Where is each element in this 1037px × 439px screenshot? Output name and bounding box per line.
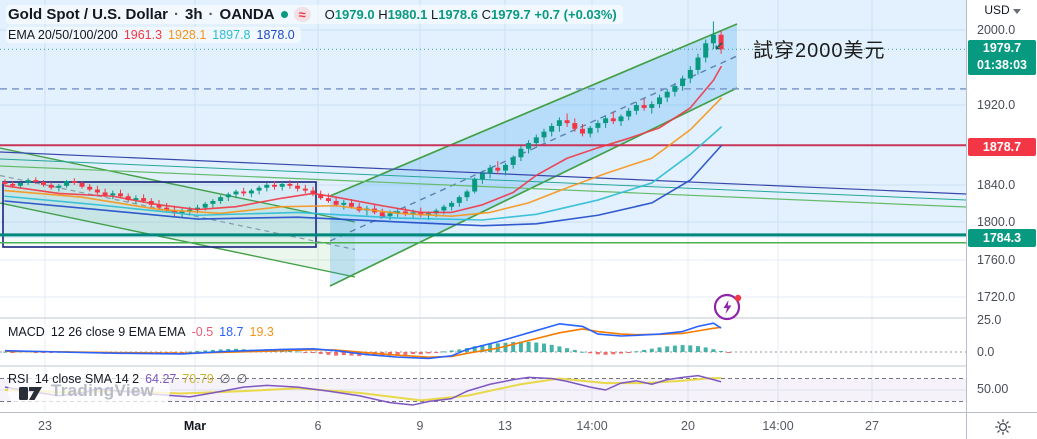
chart-settings-corner[interactable] bbox=[966, 413, 1037, 439]
watermark-text: TradingView bbox=[51, 381, 155, 400]
axis-time-label: 27 bbox=[865, 419, 879, 433]
macd-params: 12 26 close 9 EMA EMA bbox=[50, 325, 186, 339]
ohlc-values: O1979.0 H1980.1 L1978.6 C1979.7 +0.7 (+0… bbox=[325, 7, 617, 22]
symbol-title[interactable]: Gold Spot / U.S. Dollar bbox=[8, 6, 169, 23]
arrow-annotation-icon[interactable]: ↙ bbox=[714, 39, 725, 53]
legend-separator: · bbox=[174, 6, 180, 23]
axis-price-label: 1720.0 bbox=[977, 290, 1016, 304]
ema100-value: 1897.8 bbox=[212, 28, 251, 42]
candlestick-series bbox=[2, 21, 724, 220]
axis-price-label: 2000.0 bbox=[977, 23, 1016, 37]
rsi-params: 14 close SMA 14 2 bbox=[34, 371, 140, 386]
high-value: 1980.1 bbox=[387, 7, 428, 22]
axis-price-label: 1840.0 bbox=[977, 178, 1016, 192]
change-value: +0.7 (+0.03%) bbox=[534, 7, 617, 22]
high-label: H bbox=[378, 7, 388, 22]
current-price-value: 1979.7 bbox=[982, 41, 1022, 55]
open-value: 1979.0 bbox=[334, 7, 375, 22]
ema200-value: 1878.0 bbox=[256, 28, 295, 42]
close-label: C bbox=[481, 7, 491, 22]
chevron-down-icon bbox=[1012, 9, 1021, 14]
ema-label: EMA 20/50/100/200 bbox=[8, 28, 118, 42]
rsi-upper-band-value: ∅ bbox=[219, 372, 231, 386]
axis-time-label: 13 bbox=[498, 419, 512, 433]
rsi-legend[interactable]: RSI 14 close SMA 14 2 64.27 70.79 ∅ ∅ bbox=[6, 370, 253, 387]
flash-idea-icon[interactable] bbox=[711, 290, 745, 324]
low-value: 1978.6 bbox=[438, 7, 478, 22]
macd-legend[interactable]: MACD 12 26 close 9 EMA EMA -0.5 18.7 19.… bbox=[6, 324, 280, 340]
axis-time-label: 23 bbox=[38, 419, 52, 433]
ema50-value: 1928.1 bbox=[168, 28, 207, 42]
approx-data-icon[interactable]: ≈ bbox=[293, 7, 311, 22]
close-value: 1979.7 bbox=[490, 7, 531, 22]
trendlines bbox=[0, 151, 966, 208]
pane-separators bbox=[0, 317, 966, 367]
axis-time-label: Mar bbox=[183, 419, 207, 433]
currency-label: USD bbox=[984, 3, 1010, 17]
macd-label: MACD bbox=[8, 325, 45, 339]
resistance-price-badge: 1878.7 bbox=[968, 138, 1036, 156]
axis-price-label: 1920.0 bbox=[977, 98, 1016, 112]
ema-lines bbox=[4, 65, 722, 227]
text-annotation[interactable]: 試穿2000美元 bbox=[753, 40, 886, 62]
axis-time-label: 20 bbox=[681, 419, 695, 433]
bar-countdown: 01:38:03 bbox=[976, 58, 1028, 72]
open-label: O bbox=[324, 7, 335, 22]
rsi-value: 64.27 bbox=[145, 371, 177, 386]
macd-hist-value: -0.5 bbox=[191, 325, 214, 339]
axis-time-label: 6 bbox=[314, 419, 322, 433]
axis-price-label: 25.0 bbox=[977, 313, 1002, 327]
market-status-dot-icon[interactable] bbox=[280, 11, 288, 18]
grid bbox=[0, 0, 966, 411]
support-price-badge: 1784.3 bbox=[968, 229, 1036, 247]
rsi-ma-value: 70.79 bbox=[182, 371, 214, 386]
low-label: L bbox=[430, 7, 439, 22]
time-axis[interactable]: 23 Mar 6 9 13 14:00 20 14:00 27 bbox=[0, 412, 1037, 439]
axis-time-label: 9 bbox=[416, 419, 424, 433]
rsi-label: RSI bbox=[8, 371, 29, 386]
ema20-value: 1961.3 bbox=[123, 28, 163, 42]
settings-sun-icon[interactable] bbox=[994, 418, 1011, 435]
macd-pane bbox=[0, 322, 966, 360]
axis-time-label: 14:00 bbox=[576, 419, 608, 433]
axis-price-label: 1800.0 bbox=[977, 215, 1016, 229]
axis-price-label: 0.0 bbox=[977, 345, 995, 359]
axis-price-label: 50.00 bbox=[977, 382, 1009, 396]
axis-price-label: 1760.0 bbox=[977, 253, 1016, 267]
ema-legend[interactable]: EMA 20/50/100/200 1961.3 1928.1 1897.8 1… bbox=[6, 27, 301, 43]
chart-canvas[interactable] bbox=[0, 0, 966, 412]
tradingview-watermark: TradingView bbox=[8, 376, 171, 406]
currency-selector[interactable]: USD bbox=[967, 3, 1037, 17]
axis-time-label: 14:00 bbox=[762, 419, 794, 433]
price-axis[interactable]: USD 2000.0 1920.0 1840.0 1800.0 1760.0 1720.0… bbox=[966, 0, 1037, 412]
symbol-legend[interactable]: Gold Spot / U.S. Dollar · 3h · OANDA ≈ O… bbox=[6, 5, 623, 24]
interval-label[interactable]: 3h bbox=[185, 6, 203, 23]
current-price-badge: 1979.7 01:38:03 bbox=[968, 40, 1036, 75]
chart-area[interactable]: Gold Spot / U.S. Dollar · 3h · OANDA ≈ O… bbox=[0, 0, 966, 412]
exchange-label[interactable]: OANDA bbox=[219, 6, 275, 23]
horizontal-lines bbox=[0, 48, 966, 244]
legend-separator: · bbox=[208, 6, 214, 23]
macd-signal-value: 19.3 bbox=[249, 325, 274, 339]
tradingview-logo-icon bbox=[19, 387, 42, 400]
macd-line-value: 18.7 bbox=[219, 325, 244, 339]
rsi-lower-band-value: ∅ bbox=[236, 372, 248, 386]
